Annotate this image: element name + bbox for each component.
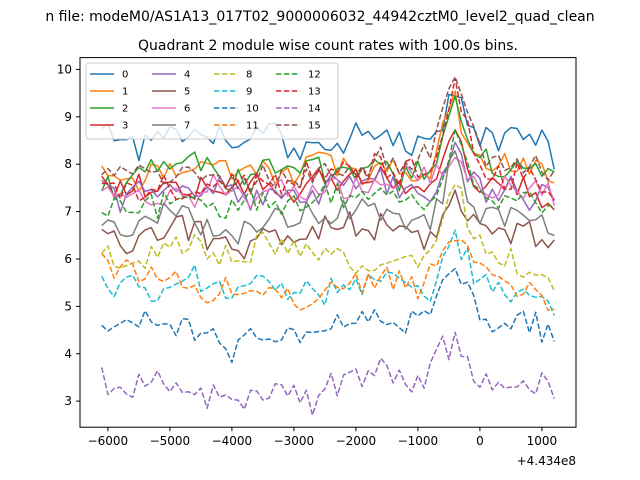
legend-label-7: 7 [184, 121, 190, 132]
series-line-7 [101, 150, 555, 245]
legend-label-12: 12 [308, 70, 321, 81]
x-tick-label: −5000 [150, 434, 191, 448]
legend-box [85, 62, 339, 140]
legend-label-0: 0 [122, 70, 128, 81]
y-axis: 3 4 5 6 7 8 9 10 [57, 62, 80, 408]
x-tick-label: −2000 [336, 434, 377, 448]
series-line-14 [100, 331, 556, 416]
legend-label-2: 2 [122, 104, 128, 115]
legend-label-6: 6 [184, 104, 190, 115]
chart-title: Quadrant 2 module wise count rates with … [138, 38, 518, 54]
axes-frame [79, 57, 577, 428]
y-tick-label: 7 [64, 205, 72, 219]
legend-label-8: 8 [246, 70, 252, 81]
y-tick-label: 6 [64, 252, 72, 266]
legend-label-14: 14 [308, 104, 321, 115]
series-line-11 [101, 239, 555, 312]
y-tick-label: 4 [64, 347, 72, 361]
series-line-13 [101, 77, 555, 202]
x-tick-label: −3000 [274, 434, 315, 448]
series-line-9 [101, 229, 555, 316]
series-line-10 [101, 267, 556, 364]
y-tick-label: 8 [64, 157, 72, 171]
series-line-4 [101, 141, 555, 213]
series-line-15 [101, 76, 555, 193]
legend-label-11: 11 [246, 121, 259, 132]
x-tick-label: 1000 [527, 434, 558, 448]
series-line-8 [101, 183, 555, 292]
series-line-6 [101, 156, 556, 209]
x-tick-label: −6000 [88, 434, 129, 448]
plot-area: −6000 −5000 −4000 −3000 −2000 −1000 0 1000 3 4 5 6… [57, 57, 577, 448]
legend-label-3: 3 [122, 121, 128, 132]
y-tick-label: 10 [57, 62, 72, 76]
y-tick-label: 9 [64, 110, 72, 124]
legend-label-4: 4 [184, 70, 190, 81]
x-tick-label: −4000 [212, 434, 253, 448]
legend-label-15: 15 [308, 121, 321, 132]
legend-label-1: 1 [122, 87, 128, 98]
x-tick-label: −1000 [398, 434, 439, 448]
y-tick-label: 3 [64, 394, 72, 408]
x-axis: −6000 −5000 −4000 −3000 −2000 −1000 0 1000 [88, 427, 558, 448]
legend-label-5: 5 [184, 87, 190, 98]
x-tick-label: 0 [476, 434, 484, 448]
y-tick-label: 5 [64, 299, 72, 313]
legend-label-13: 13 [308, 87, 321, 98]
figure-suptitle: n file: modeM0/AS1A13_017T02_9000006032_… [45, 9, 594, 25]
legend-label-10: 10 [246, 104, 259, 115]
series-layer [100, 76, 556, 416]
x-axis-offset-label: +4.434e8 [517, 454, 576, 468]
legend-label-9: 9 [246, 87, 252, 98]
